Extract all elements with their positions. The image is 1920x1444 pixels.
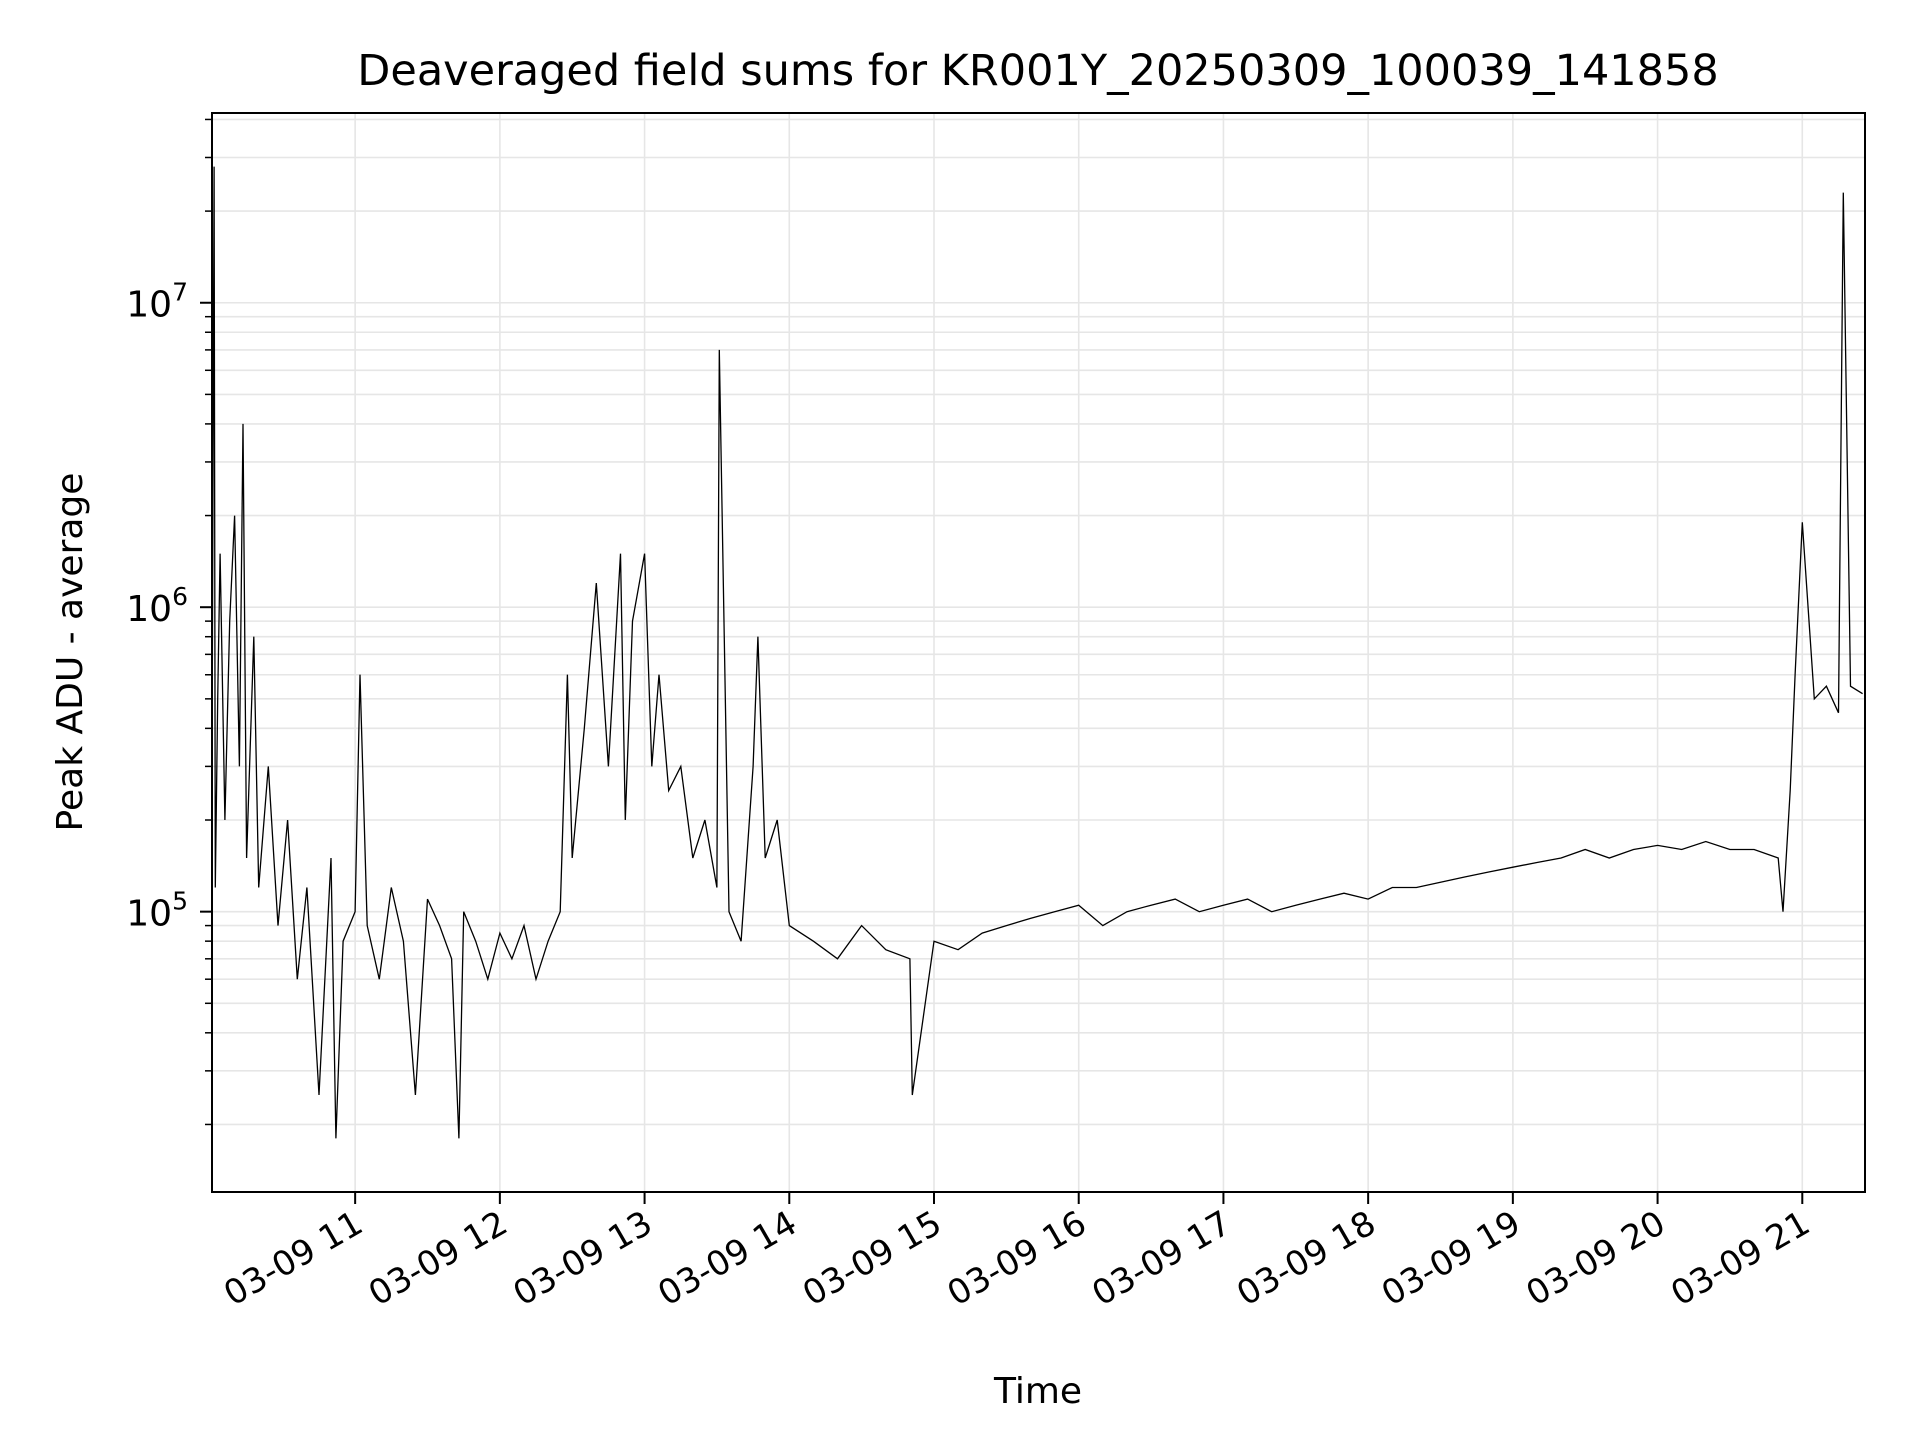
chart-title: Deaveraged field sums for KR001Y_2025030…	[357, 46, 1719, 96]
x-tick-label: 03-09 17	[1086, 1203, 1238, 1314]
x-tick-label: 03-09 15	[796, 1203, 948, 1314]
x-axis-label: Time	[993, 1371, 1082, 1412]
x-tick-label: 03-09 13	[507, 1203, 659, 1314]
y-axis-label: Peak ADU - average	[50, 473, 91, 832]
y-tick-exponent: 5	[172, 887, 188, 916]
grid	[212, 113, 1865, 1192]
y-tick-base: 10	[126, 894, 172, 935]
plot-area	[211, 166, 1863, 1139]
y-tick-base: 10	[126, 589, 172, 630]
y-tick-label: 106	[126, 582, 188, 630]
y-tick-exponent: 7	[172, 278, 188, 307]
x-tick-label: 03-09 16	[941, 1203, 1093, 1314]
series-line	[211, 166, 1863, 1139]
y-tick-label: 105	[126, 887, 188, 935]
x-tick-label: 03-09 19	[1375, 1203, 1527, 1314]
y-tick-base: 10	[126, 285, 172, 326]
x-tick-label: 03-09 20	[1520, 1203, 1672, 1314]
x-tick-label: 03-09 21	[1664, 1203, 1816, 1314]
x-tick-label: 03-09 12	[362, 1203, 514, 1314]
axes-frame	[211, 112, 1866, 1193]
y-tick-label: 107	[126, 278, 188, 326]
x-tick-label: 03-09 18	[1230, 1203, 1382, 1314]
x-tick-label: 03-09 11	[217, 1203, 369, 1314]
x-tick-label: 03-09 14	[651, 1203, 803, 1314]
y-tick-exponent: 6	[172, 582, 188, 611]
